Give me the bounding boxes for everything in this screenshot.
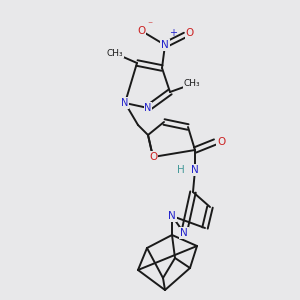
Text: H: H <box>177 165 185 175</box>
Text: N: N <box>168 211 176 221</box>
Text: O: O <box>137 26 145 36</box>
Text: N: N <box>191 165 199 175</box>
Text: N: N <box>144 103 152 113</box>
Text: N: N <box>161 40 169 50</box>
Text: N: N <box>121 98 129 108</box>
Text: O: O <box>217 137 225 147</box>
Text: O: O <box>186 28 194 38</box>
Text: N: N <box>180 228 188 238</box>
Text: +: + <box>169 28 177 38</box>
Text: ⁻: ⁻ <box>147 20 153 30</box>
Text: CH₃: CH₃ <box>184 80 200 88</box>
Text: O: O <box>149 152 157 162</box>
Text: CH₃: CH₃ <box>107 49 123 58</box>
